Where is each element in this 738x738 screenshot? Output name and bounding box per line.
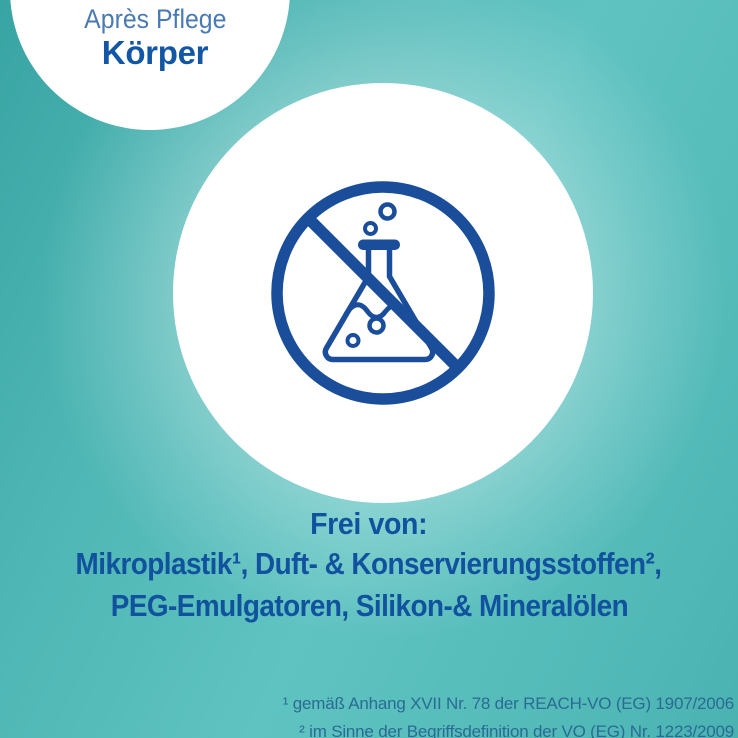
- bubble: [378, 202, 397, 221]
- claims-block: Frei von: Mikroplastik¹, Duft- & Konserv…: [0, 505, 738, 627]
- footnote-1: ¹ gemäß Anhang XVII Nr. 78 der REACH-VO …: [282, 694, 734, 713]
- category-badge: Après Pflege Körper: [40, 3, 270, 70]
- prohibition-ring: [271, 181, 495, 405]
- badge-title: Körper: [101, 34, 209, 71]
- prohibition-slash: [304, 214, 462, 372]
- bubble: [345, 333, 361, 348]
- footnote-2: ² im Sinne der Begriffsdefinition der VO…: [299, 722, 734, 738]
- claims-heading: Frei von:: [310, 506, 428, 541]
- bubble: [367, 316, 386, 335]
- bubble: [363, 221, 378, 236]
- footnotes-block: ¹ gemäß Anhang XVII Nr. 78 der REACH-VO …: [283, 690, 734, 738]
- badge-subtitle: Après Pflege: [83, 4, 227, 34]
- claims-line-1: Mikroplastik¹, Duft- & Konservierungssto…: [76, 546, 662, 581]
- claims-line-2: PEG-Emulgatoren, Silikon-& Mineralölen: [110, 588, 628, 623]
- no-chemicals-flask-icon: [271, 181, 495, 405]
